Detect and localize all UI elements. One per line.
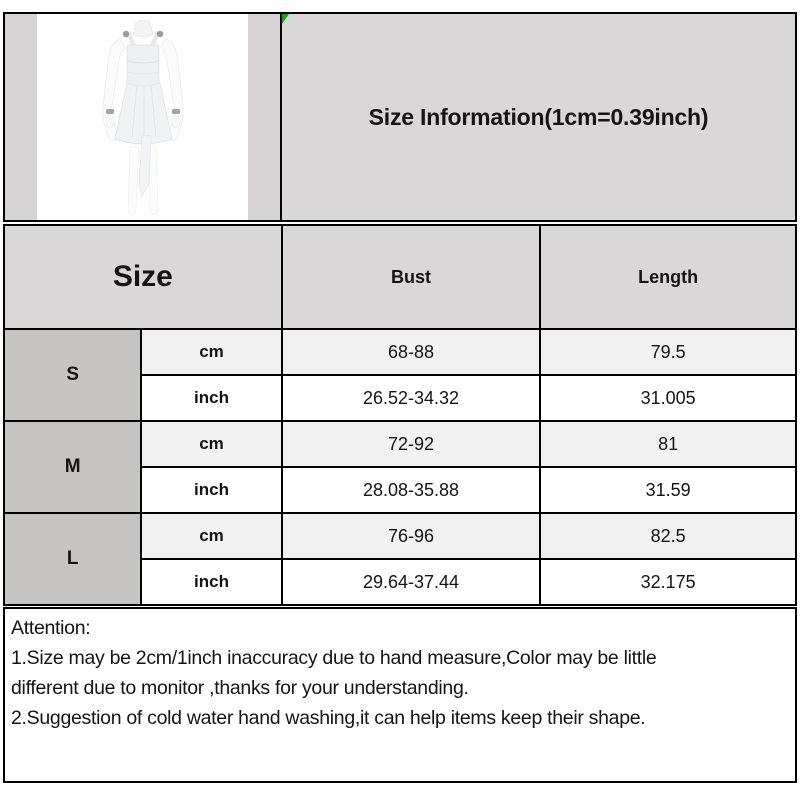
header-length: Length xyxy=(539,224,797,330)
bust-s-cm: 68-88 xyxy=(280,328,542,376)
header-bust: Bust xyxy=(280,224,542,330)
attention-heading: Attention: xyxy=(11,617,91,639)
table-row: inch 29.64-37.44 32.175 xyxy=(4,558,797,606)
length-m-inch: 31.59 xyxy=(539,466,797,514)
bust-l-inch: 29.64-37.44 xyxy=(280,558,542,606)
dress-illustration-icon xyxy=(101,20,184,215)
table-header-row: Size Bust Length xyxy=(3,224,797,330)
header-size: Size xyxy=(3,224,283,330)
attention-line-1: 1.Size may be 2cm/1inch inaccuracy due t… xyxy=(11,647,657,669)
bust-m-cm: 72-92 xyxy=(280,420,542,468)
length-s-cm: 79.5 xyxy=(539,328,797,376)
size-label-s: S xyxy=(2,328,143,422)
unit-label-cm: cm xyxy=(140,512,283,560)
size-information-title: Size Information(1cm=0.39inch) xyxy=(368,103,709,130)
table-row: inch 28.08-35.88 31.59 xyxy=(4,466,797,514)
bust-l-cm: 76-96 xyxy=(280,512,542,560)
unit-label-inch: inch xyxy=(140,466,283,514)
size-label-l: L xyxy=(2,512,143,606)
unit-label-cm: cm xyxy=(140,328,283,376)
product-image-cell xyxy=(5,14,282,220)
unit-label-cm: cm xyxy=(140,420,283,468)
product-photo-panel xyxy=(37,14,248,220)
table-row: M cm 72-92 81 xyxy=(2,420,797,514)
length-m-cm: 81 xyxy=(539,420,797,468)
table-row: S cm 68-88 79.5 xyxy=(2,328,797,422)
banner: Size Information(1cm=0.39inch) xyxy=(3,12,797,222)
bust-s-inch: 26.52-34.32 xyxy=(280,374,542,422)
unit-label-inch: inch xyxy=(140,558,283,606)
table-row: inch 26.52-34.32 31.005 xyxy=(4,374,797,422)
table-row: L cm 76-96 82.5 xyxy=(2,512,797,606)
length-l-inch: 32.175 xyxy=(539,558,797,606)
size-table: Size Bust Length S cm 68-88 79.5 inch 26… xyxy=(2,224,797,606)
attention-box: Attention: 1.Size may be 2cm/1inch inacc… xyxy=(3,607,797,783)
unit-label-inch: inch xyxy=(140,374,283,422)
attention-line-3: 2.Suggestion of cold water hand washing,… xyxy=(11,707,646,729)
green-corner-marker xyxy=(282,14,289,24)
length-l-cm: 82.5 xyxy=(539,512,797,560)
banner-title-cell: Size Information(1cm=0.39inch) xyxy=(282,14,795,220)
bust-m-inch: 28.08-35.88 xyxy=(280,466,542,514)
attention-line-2: different due to monitor ,thanks for you… xyxy=(11,677,469,699)
size-label-m: M xyxy=(2,420,143,514)
length-s-inch: 31.005 xyxy=(539,374,797,422)
